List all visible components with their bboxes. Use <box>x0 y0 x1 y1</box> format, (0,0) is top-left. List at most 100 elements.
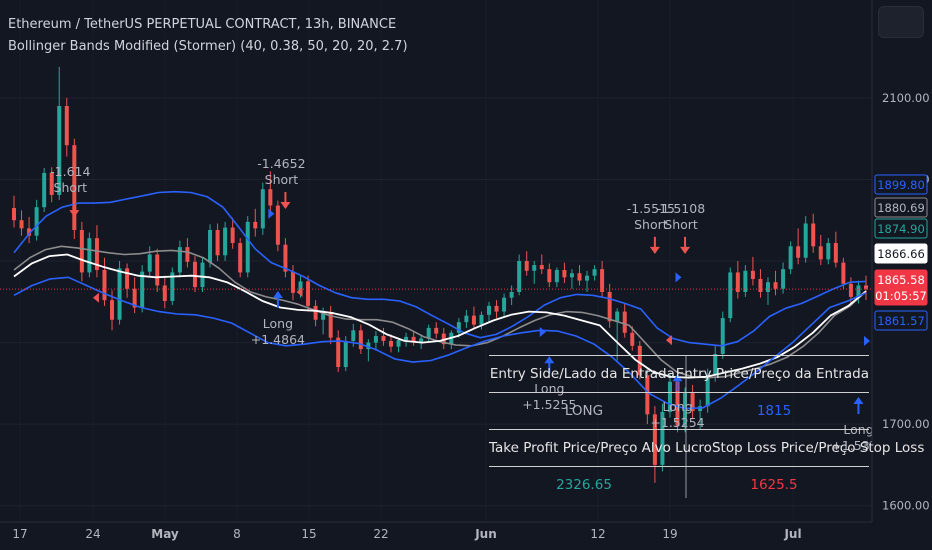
trade-info-panel: Entry Side/Lado da Entrada Entry Price/P… <box>489 355 924 503</box>
candle-body <box>419 338 424 342</box>
candle-body <box>94 238 99 270</box>
candle-body <box>283 244 288 272</box>
panel-row-values-1: LONG 1815 <box>489 393 869 429</box>
short-signal-value: -1.4652 <box>257 156 305 171</box>
chart-settings-button[interactable] <box>878 6 924 38</box>
short-signal-label: Short <box>634 217 668 232</box>
candle-body <box>750 270 755 279</box>
candle-body <box>140 271 145 308</box>
candle-body <box>155 254 160 286</box>
candle-body <box>268 189 273 206</box>
series-line-upper <box>13 190 867 347</box>
x-tick-label: 19 <box>662 527 677 541</box>
candle-body <box>396 340 401 347</box>
x-tick-label: Jul <box>783 527 801 541</box>
y-tick-label: 1700.00 <box>882 417 930 431</box>
candle-body <box>675 381 680 426</box>
candle-body <box>411 336 416 342</box>
candle-body <box>660 411 665 465</box>
candle-body <box>720 318 725 354</box>
long-arrow-head <box>272 290 283 298</box>
candle-body <box>381 336 386 341</box>
candle-body <box>848 283 853 297</box>
candle-body <box>690 393 695 412</box>
long-arrow-head <box>853 397 864 405</box>
candle-body <box>743 270 748 292</box>
stop-loss-label: Stop Loss Price/Preço Stop Loss <box>711 440 925 456</box>
short-arrow-head <box>69 210 80 218</box>
candle-body <box>841 262 846 284</box>
short-arrow-head <box>680 246 691 254</box>
price-label-basis: 1866.66 <box>877 247 925 261</box>
short-signal-label: Short <box>664 217 698 232</box>
candle-body <box>388 340 393 347</box>
y-tick-label: 1600.00 <box>882 499 930 513</box>
candle-body <box>426 327 431 339</box>
price-label-box <box>874 197 928 218</box>
candle-body <box>162 285 167 301</box>
indicator-title[interactable]: Bollinger Bands Modified (Stormer) (40, … <box>8 39 408 54</box>
candle-body <box>358 330 363 350</box>
candle-body <box>796 246 801 258</box>
candle-body <box>147 254 152 272</box>
candle-body <box>464 315 469 323</box>
price-label-box <box>874 285 928 306</box>
candle-body <box>185 247 190 262</box>
x-tick-label: May <box>151 527 179 541</box>
candle-body <box>12 207 16 221</box>
candle-body <box>343 340 348 368</box>
candle-body <box>373 336 378 343</box>
panel-row-labels-2: Take Profit Price/Preço Alvo Lucro Stop … <box>489 430 924 466</box>
candle-body <box>788 246 793 270</box>
price-label-current: 1865.58 <box>877 273 925 287</box>
candle-body <box>245 221 250 273</box>
band-cross-marker <box>296 286 303 297</box>
short-arrow-head <box>280 201 291 209</box>
take-profit-label: Take Profit Price/Preço Alvo Lucro <box>489 440 712 456</box>
short-signal-label: Short <box>54 180 88 195</box>
short-signal-label: Short <box>265 172 299 187</box>
price-label-box <box>874 310 928 331</box>
candle-body <box>125 268 130 289</box>
candle-body <box>532 265 537 271</box>
candle-body <box>366 342 371 350</box>
symbol-title[interactable]: Ethereum / TetherUS PERPETUAL CONTRACT, … <box>8 17 397 32</box>
candle-body <box>539 265 544 270</box>
candle-body <box>667 381 672 412</box>
series-line-lower <box>13 276 867 410</box>
candle-body <box>64 106 69 146</box>
candle-body <box>321 312 326 320</box>
candle-body <box>487 305 492 315</box>
candle-body <box>110 300 115 320</box>
candle-body <box>102 269 107 301</box>
candle-body <box>132 288 137 308</box>
candle-body <box>434 327 439 334</box>
candle-body <box>803 223 808 258</box>
candle-body <box>298 281 303 293</box>
candle-body <box>479 314 484 325</box>
price-label-box <box>874 174 928 195</box>
candle-body <box>27 228 32 236</box>
candle-body <box>275 205 280 245</box>
candle-body <box>79 230 84 273</box>
candle-body <box>215 230 220 256</box>
candle-body <box>230 227 235 244</box>
candle-body <box>328 312 333 338</box>
candle-body <box>554 269 559 283</box>
panel-row-values-2: 2326.65 1625.5 <box>489 467 869 503</box>
candle-body <box>773 282 778 289</box>
candle-body <box>735 272 740 292</box>
candle-body <box>49 172 54 195</box>
x-tick-label: 24 <box>85 527 100 541</box>
entry-side-label: Entry Side/Lado da Entrada <box>489 366 675 382</box>
candle-body <box>509 291 514 298</box>
price-label-box <box>874 243 928 264</box>
entry-side-value: LONG <box>564 403 604 419</box>
candle-body <box>758 278 763 292</box>
candle-body <box>607 291 612 322</box>
candle-body <box>441 333 446 345</box>
candle-body <box>864 285 868 289</box>
x-tick-label: 22 <box>373 527 388 541</box>
candle-body <box>313 305 318 320</box>
